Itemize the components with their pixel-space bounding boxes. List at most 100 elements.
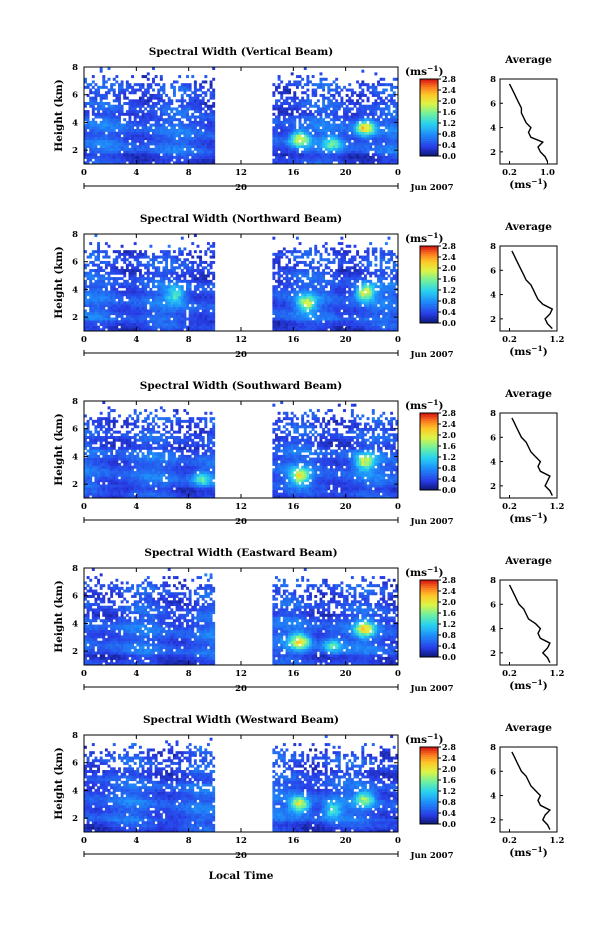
heatmap-cell: [142, 326, 145, 329]
heatmap-cell: [131, 134, 134, 137]
heatmap-cell: [359, 105, 362, 108]
heatmap-cell: [322, 140, 325, 143]
heatmap-cell: [330, 274, 333, 277]
heatmap-cell: [186, 94, 189, 97]
heatmap-cell: [283, 129, 286, 132]
heatmap-cell: [181, 113, 184, 116]
heatmap-cell: [131, 288, 134, 291]
heatmap-cell: [163, 304, 166, 307]
heatmap-cell: [361, 110, 364, 113]
heatmap-cell: [202, 121, 205, 124]
heatmap-cell: [283, 132, 286, 135]
heatmap-cell: [155, 309, 158, 312]
heatmap-cell: [296, 320, 299, 323]
heatmap-cell: [170, 323, 173, 326]
heatmap-cell: [189, 320, 192, 323]
heatmap-cell: [288, 323, 291, 326]
heatmap-cell: [343, 121, 346, 124]
heatmap-cell: [369, 113, 372, 116]
heatmap-cell: [173, 309, 176, 312]
heatmap-cell: [131, 285, 134, 288]
heatmap-cell: [367, 99, 370, 102]
heatmap-cell: [189, 250, 192, 253]
heatmap-cell: [354, 156, 357, 159]
heatmap-cell: [335, 110, 338, 113]
heatmap-cell: [374, 312, 377, 315]
heatmap-cell: [87, 102, 90, 105]
heatmap-cell: [330, 312, 333, 315]
heatmap-cell: [382, 91, 385, 94]
heatmap-cell: [165, 299, 168, 302]
heatmap-cell: [202, 91, 205, 94]
heatmap-cell: [136, 116, 139, 119]
heatmap-cell: [144, 304, 147, 307]
heatmap-cell: [390, 285, 393, 288]
heatmap-cell: [123, 293, 126, 296]
heatmap-cell: [168, 151, 171, 154]
heatmap-cell: [126, 80, 129, 83]
heatmap-cell: [134, 89, 137, 92]
heatmap-cell: [128, 91, 131, 94]
heatmap-cell: [149, 304, 152, 307]
heatmap-cell: [351, 261, 354, 264]
heatmap-cell: [296, 132, 299, 135]
heatmap-cell: [105, 80, 108, 83]
heatmap-cell: [275, 323, 278, 326]
heatmap-cell: [173, 134, 176, 137]
heatmap-cell: [157, 315, 160, 318]
heatmap-cell: [100, 94, 103, 97]
heatmap-cell: [160, 105, 163, 108]
heatmap-cell: [367, 113, 370, 116]
heatmap-cell: [351, 142, 354, 145]
heatmap-cell: [186, 307, 189, 310]
heatmap-cell: [207, 312, 210, 315]
heatmap-cell: [278, 309, 281, 312]
heatmap-cell: [393, 145, 396, 148]
heatmap-cell: [105, 126, 108, 129]
colorbar-unit-exp: −1: [427, 64, 439, 73]
heatmap-cell: [163, 258, 166, 261]
heatmap-cell: [94, 296, 97, 299]
heatmap-cell: [327, 309, 330, 312]
heatmap-cell: [105, 296, 108, 299]
heatmap-cell: [194, 261, 197, 264]
heatmap-cell: [333, 272, 336, 275]
heatmap-cell: [382, 272, 385, 275]
heatmap-cell: [325, 296, 328, 299]
heatmap-cell: [351, 121, 354, 124]
heatmap-cell: [131, 132, 134, 135]
heatmap-cell: [322, 89, 325, 92]
heatmap-cell: [183, 124, 186, 127]
heatmap-cell: [317, 272, 320, 275]
heatmap-cell: [131, 99, 134, 102]
heatmap-cell: [149, 156, 152, 159]
heatmap-cell: [296, 148, 299, 151]
heatmap-cell: [134, 250, 137, 253]
heatmap-cell: [346, 89, 349, 92]
heatmap-cell: [314, 253, 317, 256]
heatmap-cell: [212, 153, 215, 156]
heatmap-cell: [283, 299, 286, 302]
heatmap-cell: [202, 118, 205, 121]
heatmap-cell: [152, 156, 155, 159]
heatmap-cell: [118, 86, 121, 89]
heatmap-cell: [301, 142, 304, 145]
heatmap-cell: [296, 129, 299, 132]
heatmap-cell: [160, 256, 163, 259]
heatmap-cell: [293, 91, 296, 94]
heatmap-cell: [160, 145, 163, 148]
heatmap-cell: [327, 156, 330, 159]
heatmap-cell: [160, 272, 163, 275]
heatmap-cell: [189, 134, 192, 137]
heatmap-cell: [285, 318, 288, 321]
heatmap-cell: [361, 153, 364, 156]
heatmap-cell: [155, 269, 158, 272]
heatmap-cell: [278, 283, 281, 286]
heatmap-cell: [354, 291, 357, 294]
heatmap-cell: [105, 140, 108, 143]
heatmap-cell: [322, 288, 325, 291]
heatmap-cell: [207, 274, 210, 277]
heatmap-cell: [354, 318, 357, 321]
heatmap-cell: [183, 309, 186, 312]
heatmap-cell: [288, 105, 291, 108]
